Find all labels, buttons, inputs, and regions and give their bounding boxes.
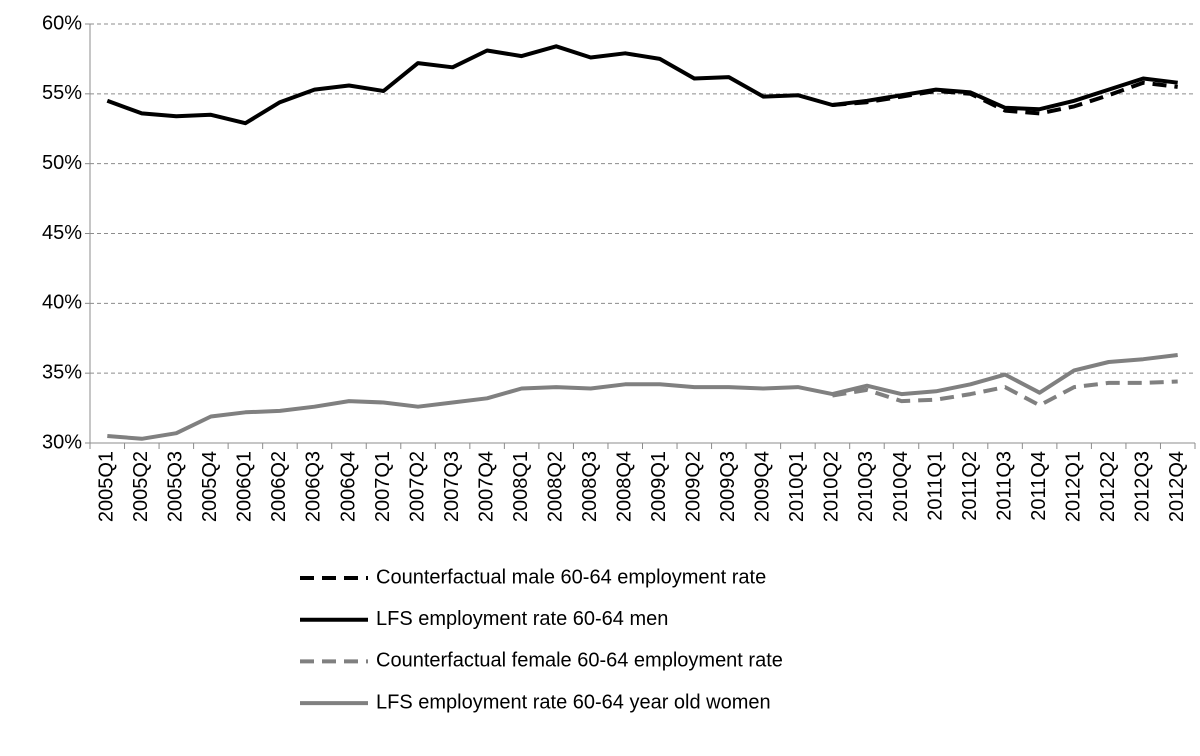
x-tick-label: 2007Q1 xyxy=(372,451,394,522)
legend-label: LFS employment rate 60-64 men xyxy=(376,608,668,630)
y-tick-label: 50% xyxy=(42,152,82,174)
y-tick-label: 60% xyxy=(42,12,82,34)
x-tick-label: 2008Q3 xyxy=(579,451,601,522)
legend-label: Counterfactual female 60-64 employment r… xyxy=(376,650,783,672)
x-tick-label: 2011Q2 xyxy=(959,451,981,521)
x-tick-label: 2007Q3 xyxy=(441,451,463,522)
x-tick-label: 2006Q3 xyxy=(303,451,325,522)
x-tick-label: 2011Q3 xyxy=(993,451,1015,521)
x-tick-label: 2007Q2 xyxy=(406,451,428,522)
x-tick-label: 2005Q3 xyxy=(165,451,187,522)
y-tick-label: 40% xyxy=(42,292,82,314)
x-tick-label: 2012Q1 xyxy=(1062,451,1084,522)
x-tick-label: 2011Q4 xyxy=(1028,451,1050,521)
y-tick-label: 35% xyxy=(42,361,82,383)
x-tick-label: 2010Q3 xyxy=(855,451,877,522)
x-tick-label: 2008Q4 xyxy=(614,451,636,522)
x-tick-label: 2012Q4 xyxy=(1166,451,1188,522)
y-tick-label: 30% xyxy=(42,431,82,453)
series-line xyxy=(106,44,1178,126)
y-tick-label: 45% xyxy=(42,222,82,244)
x-tick-label: 2005Q1 xyxy=(96,451,118,522)
legend-label: LFS employment rate 60-64 year old women xyxy=(376,691,771,713)
x-tick-label: 2006Q2 xyxy=(268,451,290,522)
x-tick-label: 2006Q1 xyxy=(234,451,256,522)
series-line xyxy=(107,353,1178,441)
x-tick-label: 2011Q1 xyxy=(924,451,946,521)
x-tick-label: 2008Q1 xyxy=(510,451,532,522)
y-tick-label: 55% xyxy=(42,82,82,104)
x-tick-label: 2005Q4 xyxy=(199,451,221,522)
x-tick-label: 2008Q2 xyxy=(544,451,566,522)
series-line xyxy=(832,80,1178,116)
legend-label: Counterfactual male 60-64 employment rat… xyxy=(376,566,766,588)
x-tick-label: 2009Q2 xyxy=(683,451,705,522)
x-tick-label: 2010Q4 xyxy=(890,451,912,522)
x-tick-label: 2007Q4 xyxy=(475,451,497,522)
x-tick-label: 2010Q1 xyxy=(786,451,808,522)
x-tick-label: 2006Q4 xyxy=(337,451,359,522)
x-tick-label: 2009Q3 xyxy=(717,451,739,522)
x-tick-label: 2009Q1 xyxy=(648,451,670,522)
x-tick-label: 2012Q2 xyxy=(1097,451,1119,522)
x-tick-label: 2005Q2 xyxy=(130,451,152,522)
x-tick-label: 2012Q3 xyxy=(1131,451,1153,522)
x-tick-label: 2009Q4 xyxy=(752,451,774,522)
series-line xyxy=(832,379,1178,408)
x-tick-label: 2010Q2 xyxy=(821,451,843,522)
